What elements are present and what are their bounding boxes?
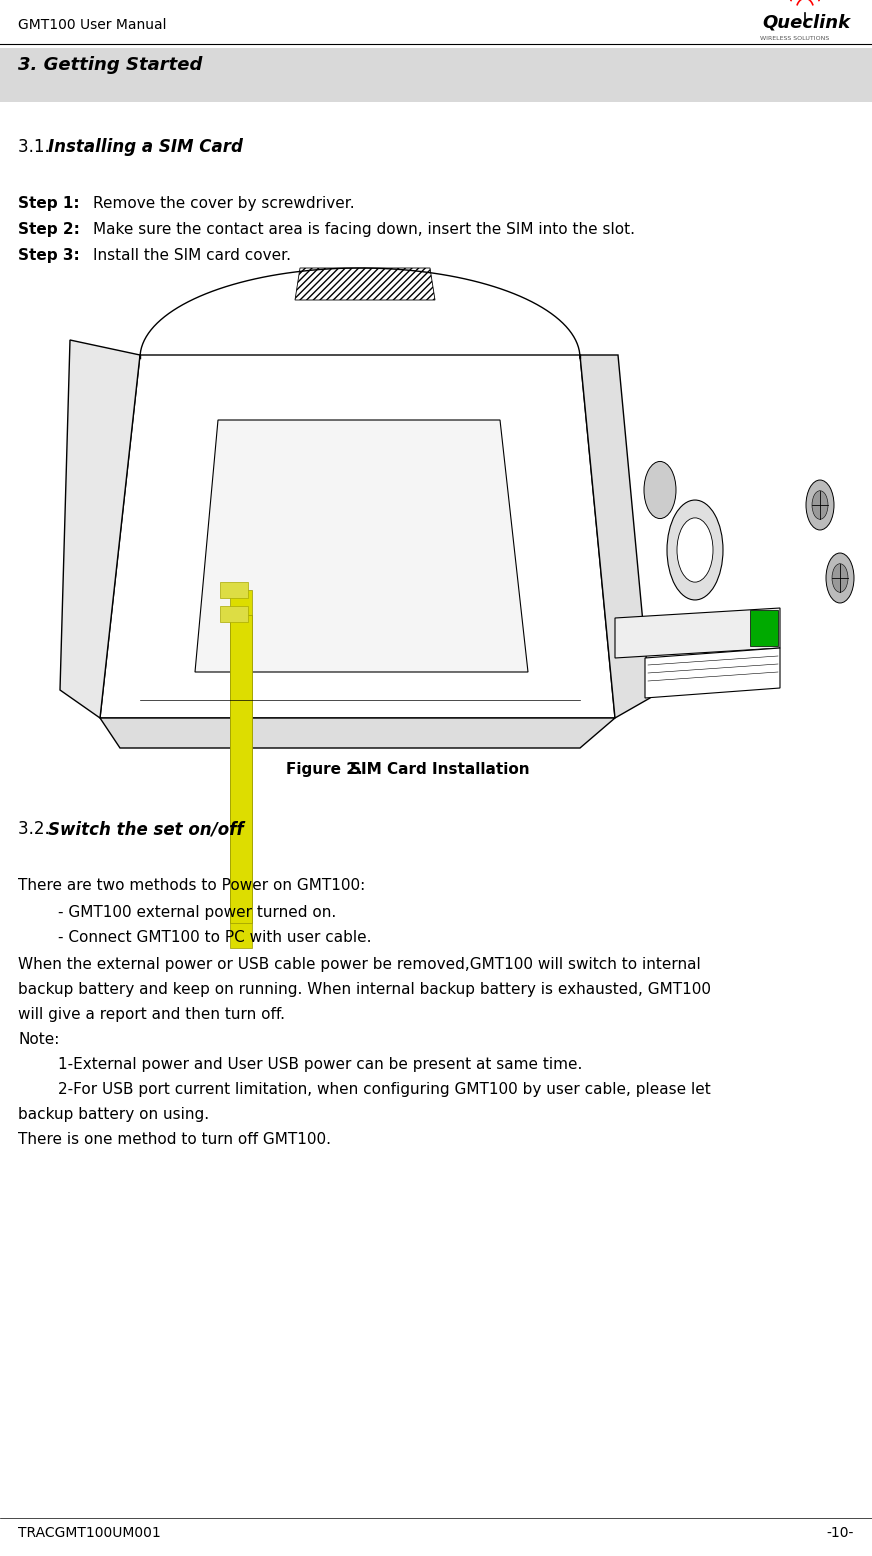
Text: Installing a SIM Card: Installing a SIM Card	[48, 138, 243, 156]
Text: - GMT100 external power turned on.: - GMT100 external power turned on.	[58, 906, 337, 920]
Text: -10-: -10-	[827, 1526, 854, 1540]
Polygon shape	[220, 582, 248, 598]
Text: Note:: Note:	[18, 1032, 59, 1047]
Text: - Connect GMT100 to PC with user cable.: - Connect GMT100 to PC with user cable.	[58, 930, 371, 944]
Text: 3. Getting Started: 3. Getting Started	[18, 56, 202, 75]
Circle shape	[806, 479, 834, 531]
Text: 3.2.: 3.2.	[18, 820, 55, 839]
Circle shape	[644, 462, 676, 518]
Text: GMT100 User Manual: GMT100 User Manual	[18, 19, 167, 33]
Text: Queclink: Queclink	[762, 14, 850, 33]
Polygon shape	[615, 608, 780, 658]
Text: Remove the cover by screwdriver.: Remove the cover by screwdriver.	[93, 196, 355, 212]
Text: Install the SIM card cover.: Install the SIM card cover.	[93, 247, 291, 263]
Text: TRACGMT100UM001: TRACGMT100UM001	[18, 1526, 160, 1540]
Polygon shape	[580, 355, 650, 717]
FancyBboxPatch shape	[230, 590, 252, 948]
Polygon shape	[100, 355, 615, 717]
Polygon shape	[195, 420, 528, 672]
Polygon shape	[100, 717, 615, 748]
Text: will give a report and then turn off.: will give a report and then turn off.	[18, 1007, 285, 1022]
Text: Step 2:: Step 2:	[18, 223, 80, 237]
FancyBboxPatch shape	[750, 610, 778, 646]
Text: 1-External power and User USB power can be present at same time.: 1-External power and User USB power can …	[58, 1057, 582, 1072]
Text: There are two methods to Power on GMT100:: There are two methods to Power on GMT100…	[18, 878, 365, 893]
Text: There is one method to turn off GMT100.: There is one method to turn off GMT100.	[18, 1133, 331, 1147]
Text: 2-For USB port current limitation, when configuring GMT100 by user cable, please: 2-For USB port current limitation, when …	[58, 1081, 711, 1097]
Circle shape	[677, 518, 713, 582]
Circle shape	[832, 563, 848, 593]
Text: WIRELESS SOLUTIONS: WIRELESS SOLUTIONS	[760, 36, 829, 40]
Polygon shape	[60, 341, 140, 717]
Polygon shape	[645, 647, 780, 699]
Text: 3.1.: 3.1.	[18, 138, 55, 156]
Circle shape	[826, 552, 854, 604]
Circle shape	[667, 499, 723, 601]
Text: Step 1:: Step 1:	[18, 196, 79, 212]
Text: backup battery and keep on running. When internal backup battery is exhausted, G: backup battery and keep on running. When…	[18, 982, 711, 997]
Circle shape	[812, 490, 828, 520]
Text: backup battery on using.: backup battery on using.	[18, 1106, 209, 1122]
Text: Step 3:: Step 3:	[18, 247, 79, 263]
FancyBboxPatch shape	[0, 48, 872, 103]
Text: SIM Card Installation: SIM Card Installation	[350, 762, 529, 776]
Text: Make sure the contact area is facing down, insert the SIM into the slot.: Make sure the contact area is facing dow…	[93, 223, 635, 237]
Text: Switch the set on/off: Switch the set on/off	[48, 820, 243, 839]
Polygon shape	[220, 605, 248, 622]
FancyBboxPatch shape	[230, 615, 252, 923]
Text: When the external power or USB cable power be removed,GMT100 will switch to inte: When the external power or USB cable pow…	[18, 957, 701, 972]
Text: Figure 2.: Figure 2.	[286, 762, 363, 776]
